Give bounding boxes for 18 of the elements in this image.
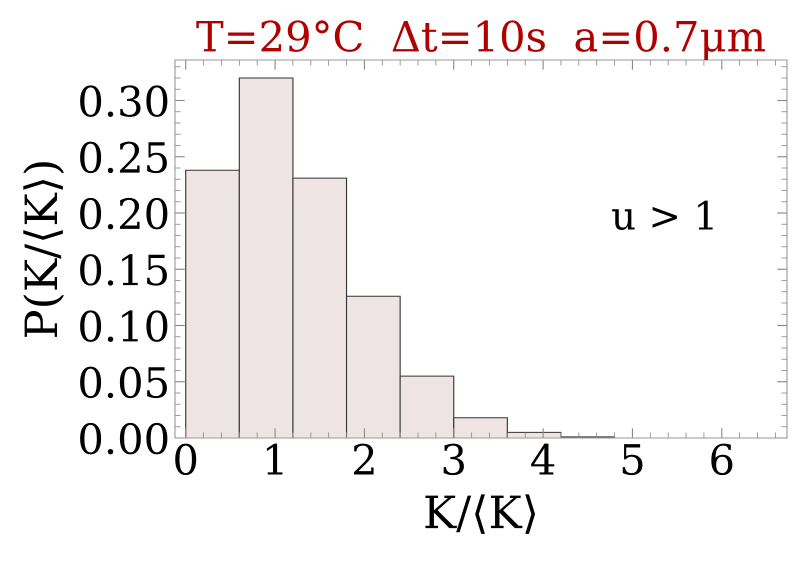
x-tick-label: 4 — [531, 444, 554, 475]
x-tick-label: 0 — [175, 444, 196, 476]
x-tick-label: 5 — [622, 444, 642, 476]
y-tick-label: 0.20 — [80, 198, 168, 230]
x-tick-label: 1 — [266, 444, 282, 475]
y-tick-label: 0.10 — [80, 310, 168, 342]
annotation: u > 1 — [612, 200, 713, 230]
y-tick-label: 0.05 — [80, 366, 167, 398]
y-tick-label: 0.30 — [80, 85, 168, 117]
y-axis-title: P(K/⟨K⟩) — [23, 162, 64, 337]
y-tick-label: 0.25 — [80, 142, 167, 174]
x-axis-title: K/⟨K⟩ — [425, 494, 536, 534]
chart-title: T=29°C Δt=10s a=0.7μm — [196, 20, 765, 60]
x-tick-label: 6 — [711, 444, 732, 476]
x-tick-label: 3 — [444, 444, 464, 476]
y-tick-label: 0.15 — [80, 254, 167, 286]
x-tick-label: 2 — [354, 444, 374, 475]
y-tick-label: 0.00 — [80, 422, 168, 454]
